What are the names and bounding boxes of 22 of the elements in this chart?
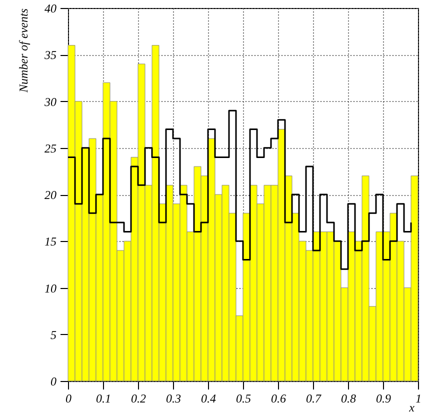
x-tick-label: 1 <box>416 392 422 406</box>
y-axis-title: Number of events <box>16 8 30 94</box>
y-tick-label: 5 <box>50 328 56 342</box>
y-tick-label: 15 <box>44 234 56 249</box>
x-tick-label: 0.4 <box>201 392 216 406</box>
x-tick-label: 0.9 <box>376 392 391 406</box>
y-tick-label: 25 <box>44 141 56 156</box>
x-tick-label: 0.1 <box>96 392 111 406</box>
x-tick-label: 0.7 <box>306 392 322 406</box>
y-tick-label: 35 <box>44 48 56 62</box>
y-tick-label: 40 <box>44 2 56 16</box>
y-tick-label: 20 <box>44 188 56 202</box>
x-axis-title: x <box>408 400 416 414</box>
x-tick-label: 0.2 <box>131 392 146 406</box>
y-tick-label: 30 <box>44 94 56 109</box>
x-tick-label: 0.5 <box>236 392 251 406</box>
y-tick-label: 10 <box>44 281 56 296</box>
x-tick-label: 0.3 <box>166 392 181 406</box>
x-tick-label: 0.6 <box>271 392 286 406</box>
y-tick-label: 0 <box>50 374 56 388</box>
x-tick-label: 0.8 <box>341 392 356 406</box>
x-tick-label: 0 <box>66 392 72 406</box>
